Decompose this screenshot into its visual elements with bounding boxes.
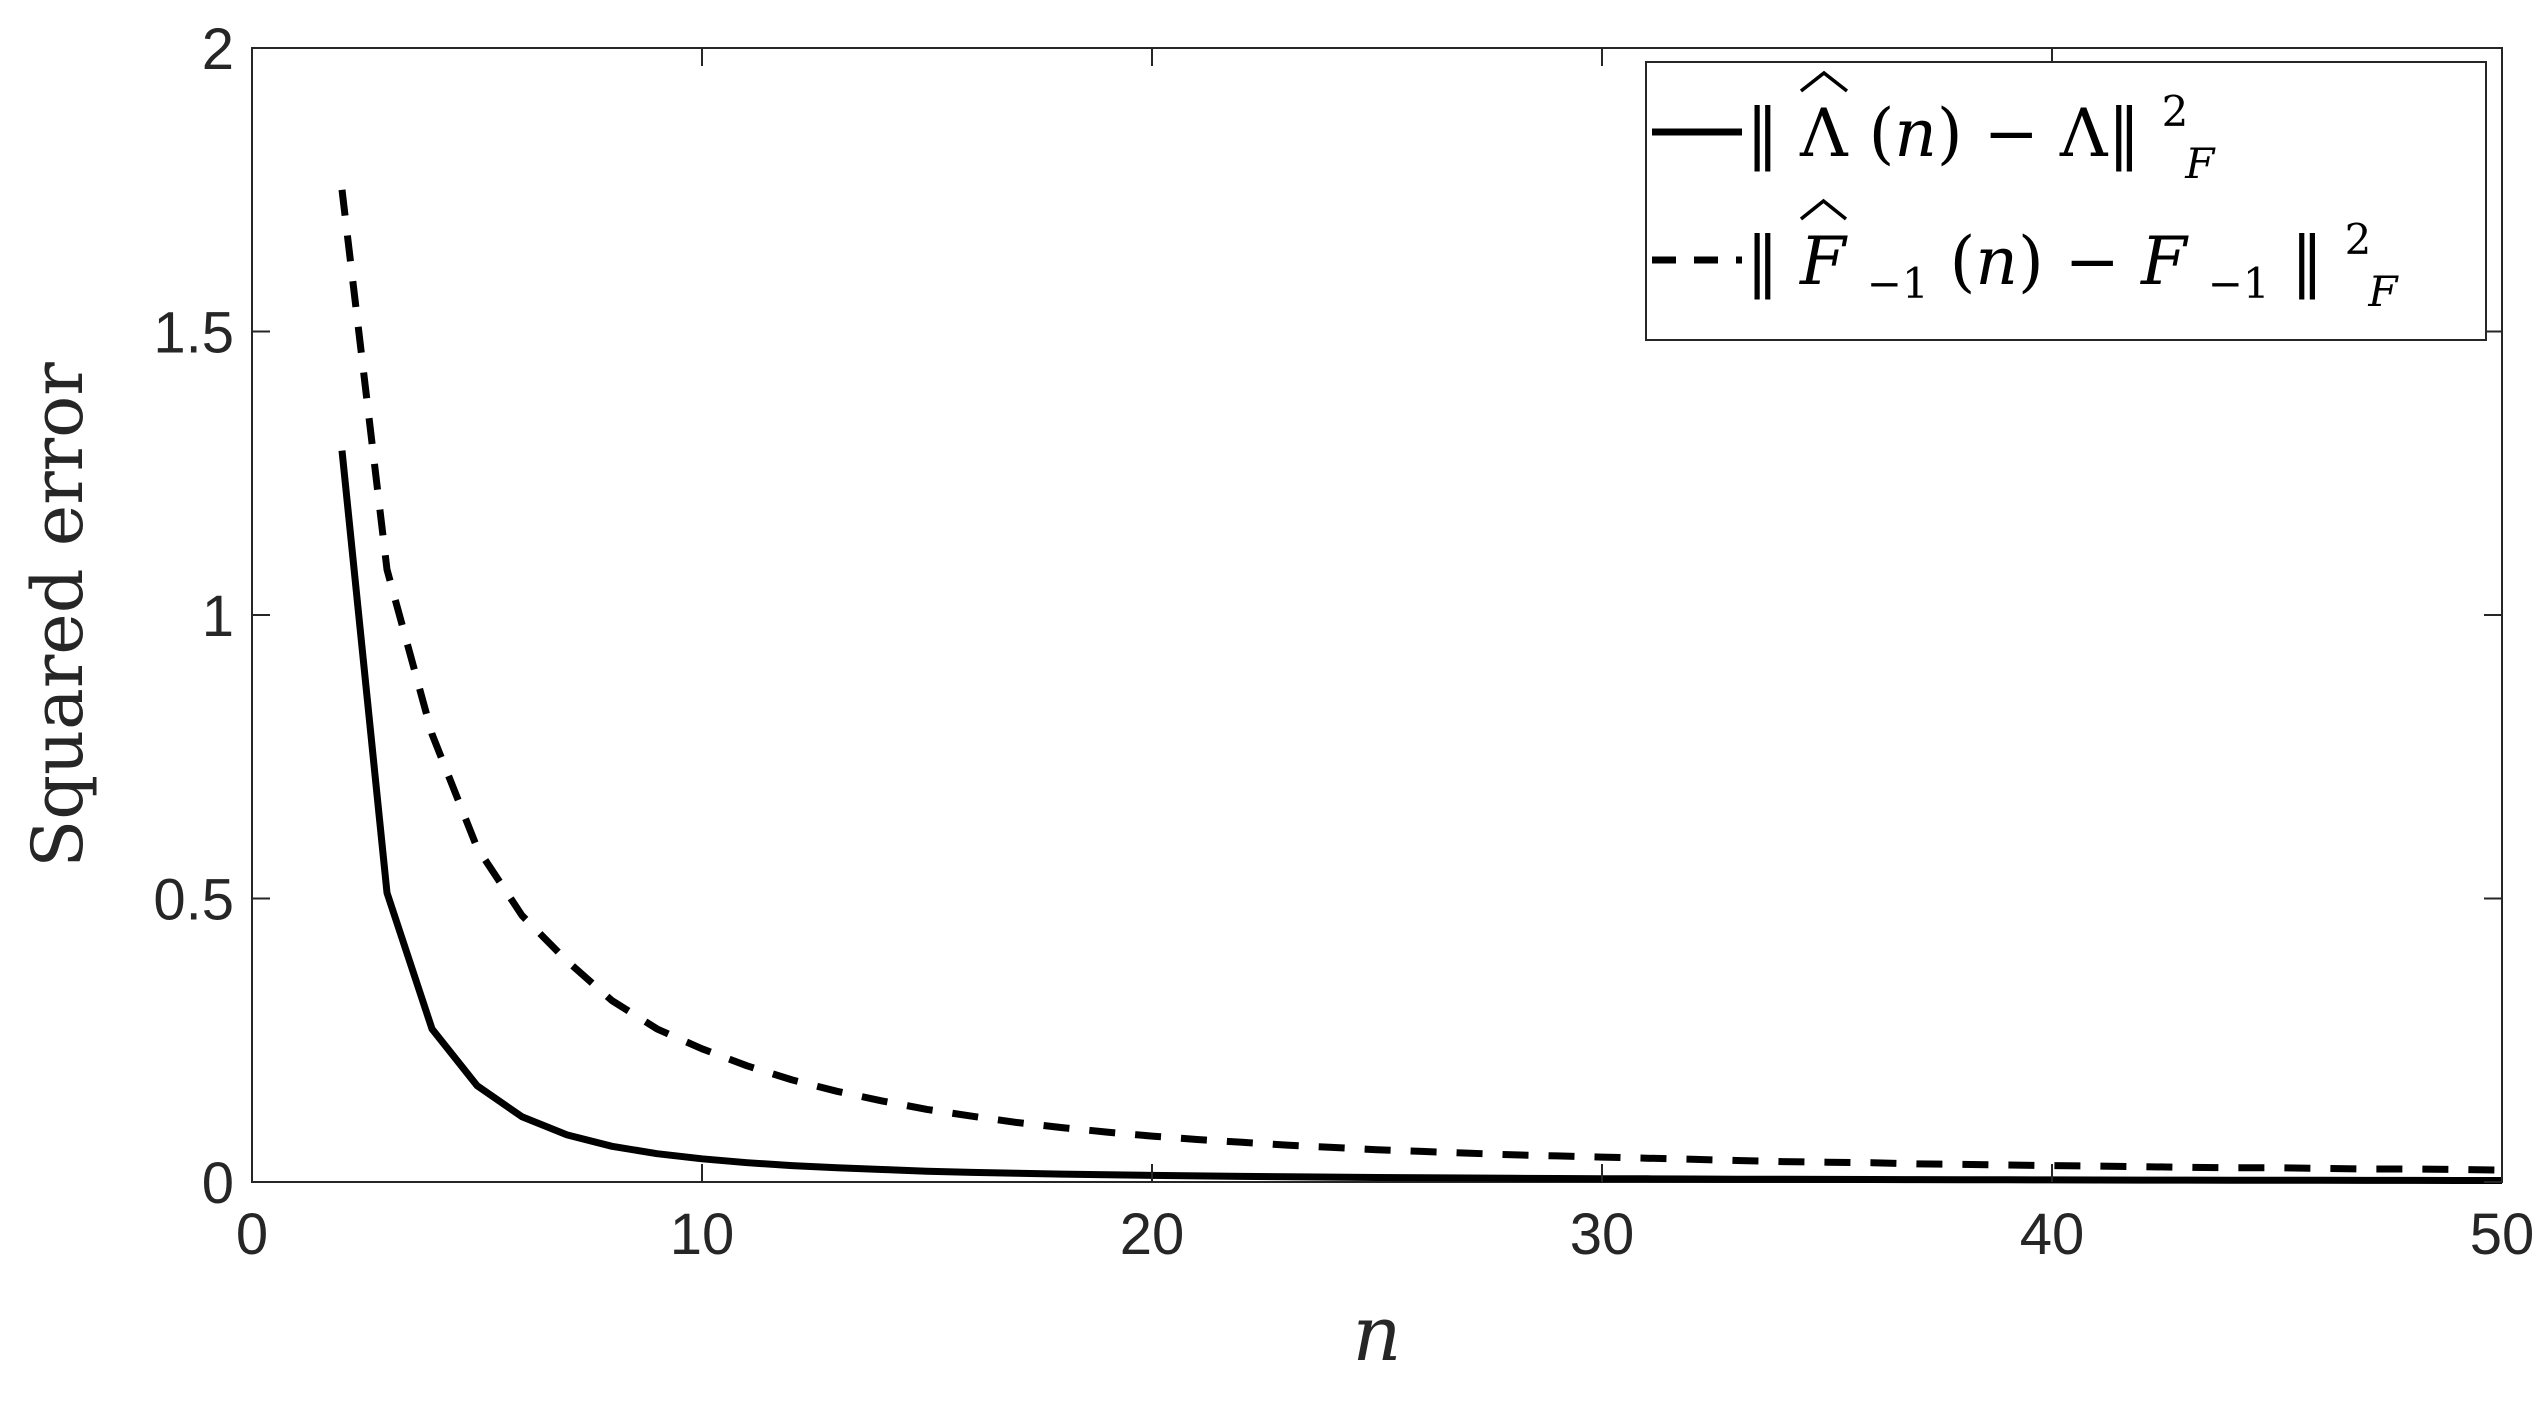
f-args: (n) − F — [1950, 223, 2189, 300]
legend: ‖ Λ (n) − Λ‖ 2 F ‖ F −1 (n) − F −1 ‖ 2 F — [1645, 61, 2487, 341]
legend-box — [1645, 61, 2487, 341]
y-tick-label: 2 — [202, 17, 234, 82]
y-axis-title: Squared error — [17, 362, 99, 868]
x-tick-label: 20 — [1120, 1202, 1185, 1267]
x-tick-label: 30 — [1570, 1202, 1635, 1267]
x-axis-title: n — [1353, 1289, 1402, 1378]
y-tick-label: 1.5 — [153, 301, 234, 366]
legend-label-f-error: ‖ F −1 (n) − F −1 ‖ 2 F — [1746, 193, 2399, 316]
x-tick-label: 10 — [670, 1202, 735, 1267]
hat-icon — [1799, 198, 1848, 221]
x-tick-label: 50 — [2470, 1202, 2535, 1267]
plot-area: 0 10 20 30 40 50 0 0.5 1 1.5 2 — [153, 17, 2534, 1267]
hat-icon — [1799, 70, 1849, 93]
norm-exponent: 2 — [2162, 87, 2189, 136]
y-axis: 0 0.5 1 1.5 2 — [153, 17, 2502, 1216]
series-line-dashed — [338, 189, 2503, 1174]
x-tick-label: 40 — [2020, 1202, 2085, 1267]
lambda-hat-symbol: Λ — [1799, 95, 1849, 172]
series-line-solid — [338, 450, 2502, 1184]
norm-subscript: F — [2184, 139, 2216, 188]
x-axis: 0 10 20 30 40 50 — [236, 48, 2534, 1267]
lambda-args: (n) − Λ‖ — [1869, 95, 2141, 172]
y-tick-label: 1 — [202, 584, 234, 649]
y-tick-label: 0.5 — [153, 868, 234, 933]
norm-close: ‖ — [2291, 223, 2324, 300]
norm-subscript: F — [2367, 267, 2399, 316]
norm-open: ‖ — [1746, 223, 1779, 300]
x-tick-label: 0 — [236, 1202, 268, 1267]
norm-open: ‖ — [1746, 95, 1779, 172]
y-tick-label: 0 — [202, 1151, 234, 1216]
f-subscript: −1 — [2208, 259, 2270, 308]
f-subscript: −1 — [1867, 259, 1929, 308]
series-layer — [338, 189, 2503, 1184]
norm-exponent: 2 — [2345, 215, 2372, 264]
legend-label-lambda-error: ‖ Λ (n) − Λ‖ 2 F — [1746, 65, 2216, 188]
f-hat-symbol: F — [1799, 223, 1848, 300]
